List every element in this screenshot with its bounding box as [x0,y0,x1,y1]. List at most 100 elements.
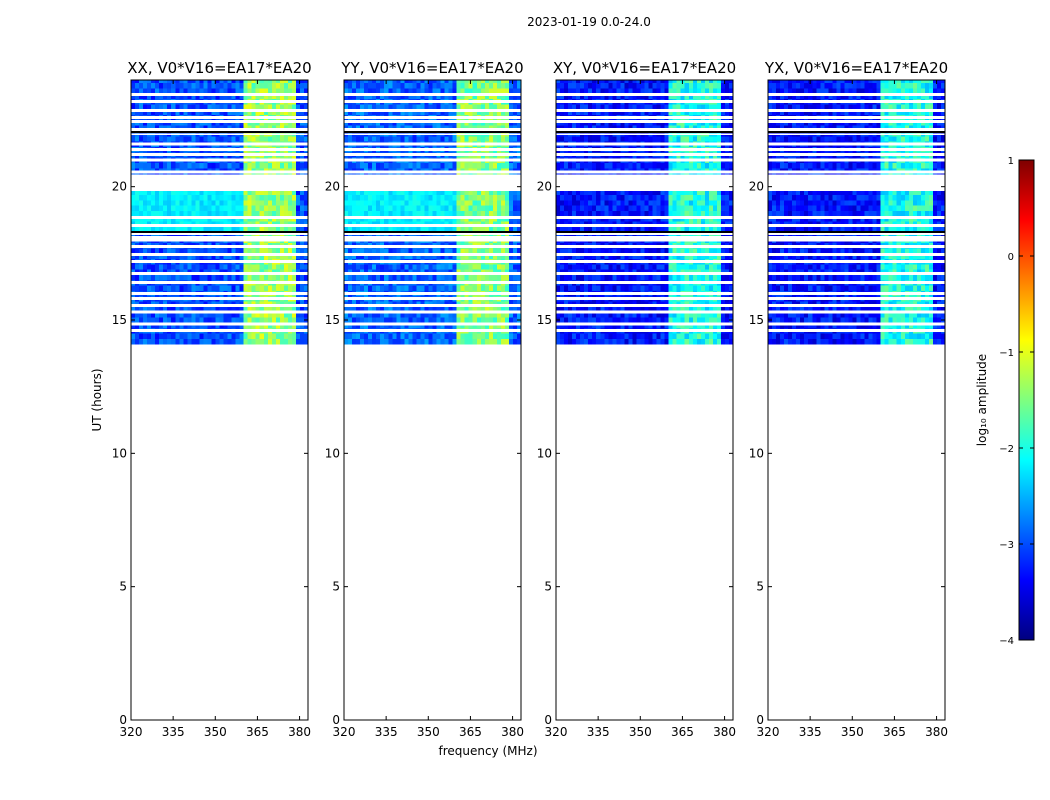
heatmap-cell [167,274,172,281]
heatmap-cell [680,322,686,329]
heatmap-cell [215,306,220,313]
heatmap-cell [183,312,188,318]
heatmap-cell [352,248,357,254]
heatmap-cell [464,312,470,318]
heatmap-cell [508,317,514,324]
heatmap-cell [283,80,289,84]
heatmap-cell [644,322,649,329]
heatmap-cell [283,312,289,318]
heatmap-cell [612,338,617,345]
heatmap-cell [460,248,466,254]
heatmap-cell [480,216,486,222]
heatmap-cell [384,189,389,196]
heatmap-cell [255,162,261,169]
heatmap-cell [488,232,494,238]
heatmap-cell [712,312,718,318]
heatmap-cell [380,322,385,329]
heatmap-cell [135,120,140,126]
heatmap-cell [271,333,277,340]
heatmap-cell [460,333,466,340]
heatmap-cell [255,322,261,329]
heatmap-cell [344,210,349,217]
heatmap-cell [275,205,281,212]
heatmap-cell [452,80,458,84]
heatmap-cell [191,338,196,345]
heatmap-cell [424,109,429,116]
heatmap-cell [356,189,361,196]
heatmap-cell [356,120,361,126]
heatmap-cell [299,162,305,169]
heatmap-cell [444,109,449,116]
heatmap-cell [452,317,458,324]
heatmap-cell [428,205,433,212]
heatmap-cell [255,232,261,238]
heatmap-cell [159,120,164,126]
heatmap-cell [376,205,381,212]
heatmap-cell [291,88,297,94]
heatmap-cell [516,104,522,110]
heatmap-cell [516,200,522,206]
heatmap-cell [588,306,593,313]
heatmap-cell [468,205,474,212]
heatmap-cell [163,322,168,329]
heatmap-cell [199,104,204,110]
heatmap-cell [516,82,522,89]
heatmap-cell [380,312,385,318]
heatmap-cell [147,226,152,233]
heatmap-cell [440,226,445,233]
heatmap-cell [572,285,577,292]
heatmap-cell [460,285,466,292]
heatmap-cell [195,274,200,281]
heatmap-cell [187,338,192,345]
flagged-row [344,271,521,275]
heatmap-cell [480,210,486,217]
heatmap-cell [712,333,718,340]
heatmap-cell [380,232,385,238]
heatmap-cell [472,80,478,84]
heatmap-cell [512,189,518,196]
heatmap-cell [275,200,281,206]
heatmap-cell [468,216,474,222]
heatmap-cell [279,274,285,281]
heatmap-cell [251,312,257,318]
flagged-row [131,322,308,326]
heatmap-cell [356,253,361,260]
heatmap-cell [299,194,305,201]
heatmap-cell [704,333,710,340]
heatmap-cell [376,333,381,340]
heatmap-cell [239,109,245,116]
heatmap-cell [348,226,353,233]
heatmap-cell [211,274,216,281]
heatmap-cell [255,264,261,270]
heatmap-cell [692,306,698,313]
heatmap-cell [464,322,470,329]
heatmap-cell [203,285,208,292]
heatmap-cell [364,253,369,260]
heatmap-cell [283,194,289,201]
heatmap-cell [504,253,510,260]
heatmap-cell [267,216,273,222]
heatmap-cell [271,232,277,238]
heatmap-cell [159,226,164,233]
heatmap-cell [724,306,730,313]
heatmap-cell [452,274,458,281]
heatmap-cell [275,109,281,116]
heatmap-cell [640,317,645,324]
heatmap-cell [368,80,373,84]
heatmap-cell [219,306,224,313]
heatmap-cell [456,189,462,196]
heatmap-cell [444,136,449,142]
heatmap-cell [251,274,257,281]
heatmap-cell [500,274,506,281]
heatmap-cell [187,253,192,260]
heatmap-cell [368,109,373,116]
heatmap-cell [416,205,421,212]
heatmap-cell [444,104,449,110]
heatmap-cell [512,88,518,94]
heatmap-cell [640,312,645,318]
heatmap-cell [728,312,734,318]
heatmap-cell [440,285,445,292]
heatmap-cell [484,136,490,142]
heatmap-cell [215,88,220,94]
flagged-row [344,281,521,285]
